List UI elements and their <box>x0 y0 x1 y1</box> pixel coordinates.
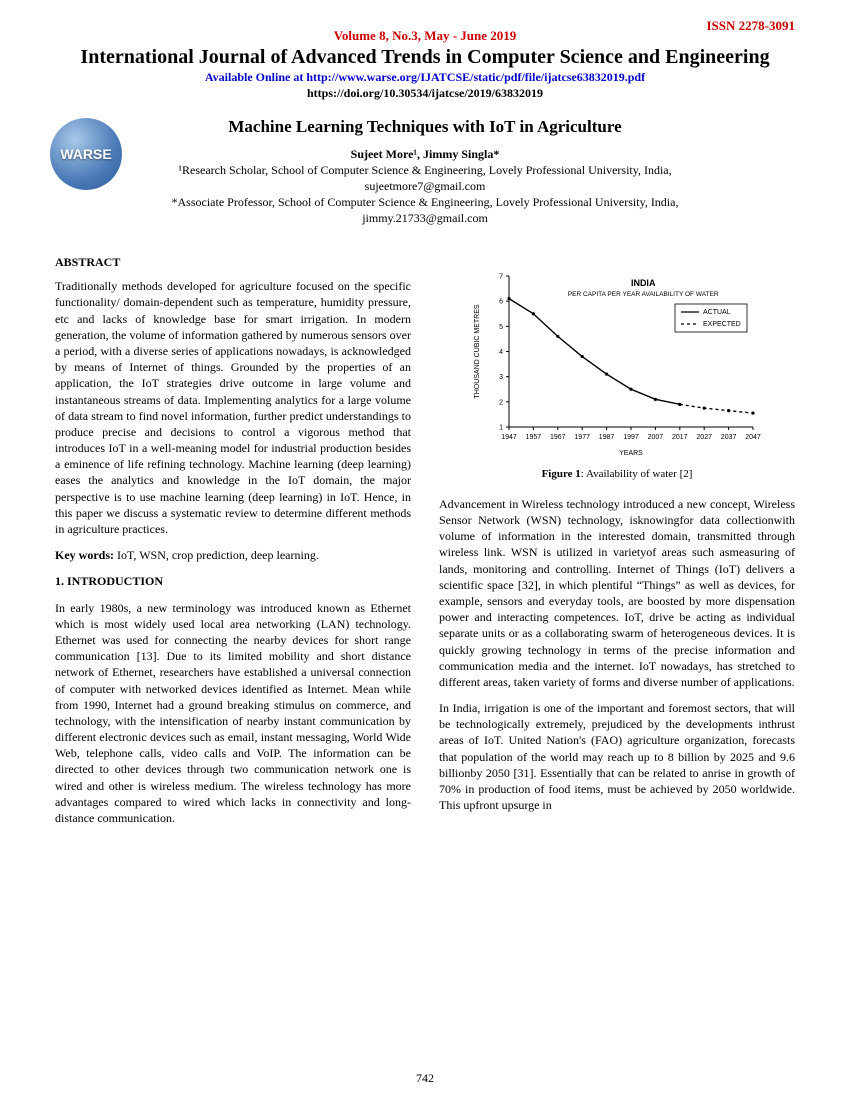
available-line: Available Online at http://www.warse.org… <box>55 70 795 85</box>
svg-text:2007: 2007 <box>648 434 664 441</box>
svg-text:6: 6 <box>499 299 503 306</box>
svg-text:7: 7 <box>499 274 503 281</box>
volume-line: Volume 8, No.3, May - June 2019 <box>55 28 795 44</box>
svg-text:1977: 1977 <box>574 434 590 441</box>
email-1: sujeetmore7@gmail.com <box>55 179 795 194</box>
svg-text:PER CAPITA PER YEAR AVAILABILI: PER CAPITA PER YEAR AVAILABILITY OF WATE… <box>568 291 719 298</box>
paper-title: Machine Learning Techniques with IoT in … <box>55 117 795 137</box>
svg-text:1997: 1997 <box>623 434 639 441</box>
keywords-text: IoT, WSN, crop prediction, deep learning… <box>114 548 319 562</box>
svg-text:1967: 1967 <box>550 434 566 441</box>
left-column: ABSTRACT Traditionally methods developed… <box>55 254 411 836</box>
email-2: jimmy.21733@gmail.com <box>55 211 795 226</box>
intro-text: In early 1980s, a new terminology was in… <box>55 600 411 827</box>
svg-text:1957: 1957 <box>526 434 542 441</box>
svg-text:EXPECTED: EXPECTED <box>703 321 741 328</box>
svg-text:2037: 2037 <box>721 434 737 441</box>
svg-text:THOUSAND CUBIC METRES: THOUSAND CUBIC METRES <box>474 304 481 398</box>
abstract-text: Traditionally methods developed for agri… <box>55 278 411 537</box>
water-availability-chart: 1 2 3 4 5 6 7 1947 1957 1967 1977 1987 1997 2007 2017 2… <box>467 266 767 461</box>
two-column-body: ABSTRACT Traditionally methods developed… <box>55 254 795 836</box>
svg-text:YEARS: YEARS <box>619 450 643 457</box>
svg-text:1: 1 <box>499 425 503 432</box>
svg-text:ACTUAL: ACTUAL <box>703 309 731 316</box>
figure-1-label: Figure 1 <box>542 468 581 480</box>
svg-text:5: 5 <box>499 324 503 331</box>
svg-text:2: 2 <box>499 399 503 406</box>
svg-text:2027: 2027 <box>696 434 712 441</box>
svg-text:1947: 1947 <box>501 434 517 441</box>
affiliation-2: *Associate Professor, School of Computer… <box>55 195 795 210</box>
journal-title: International Journal of Advanced Trends… <box>55 46 795 69</box>
figure-1-caption: Figure 1: Availability of water [2] <box>439 467 795 482</box>
figure-1-chart: 1 2 3 4 5 6 7 1947 1957 1967 1977 1987 1997 2007 2017 2… <box>439 266 795 461</box>
authors: Sujeet More¹, Jimmy Singla* <box>55 147 795 162</box>
page-number: 742 <box>0 1071 850 1086</box>
svg-text:1987: 1987 <box>599 434 615 441</box>
doi-line: https://doi.org/10.30534/ijatcse/2019/63… <box>55 86 795 101</box>
affiliation-1: ¹Research Scholar, School of Computer Sc… <box>55 163 795 178</box>
svg-text:2017: 2017 <box>672 434 688 441</box>
right-column: 1 2 3 4 5 6 7 1947 1957 1967 1977 1987 1997 2007 2017 2… <box>439 254 795 836</box>
abstract-heading: ABSTRACT <box>55 254 411 270</box>
svg-text:4: 4 <box>499 349 503 356</box>
keywords-line: Key words: IoT, WSN, crop prediction, de… <box>55 547 411 563</box>
svg-text:INDIA: INDIA <box>631 278 656 288</box>
issn-label: ISSN 2278-3091 <box>707 18 796 34</box>
warse-logo: WARSE <box>50 118 122 190</box>
right-paragraph-1: Advancement in Wireless technology intro… <box>439 496 795 690</box>
keywords-label: Key words: <box>55 548 114 562</box>
intro-heading: 1. INTRODUCTION <box>55 573 411 589</box>
figure-1-caption-text: : Availability of water [2] <box>581 468 693 480</box>
svg-text:2047: 2047 <box>745 434 761 441</box>
svg-text:3: 3 <box>499 374 503 381</box>
right-paragraph-2: In India, irrigation is one of the impor… <box>439 700 795 813</box>
